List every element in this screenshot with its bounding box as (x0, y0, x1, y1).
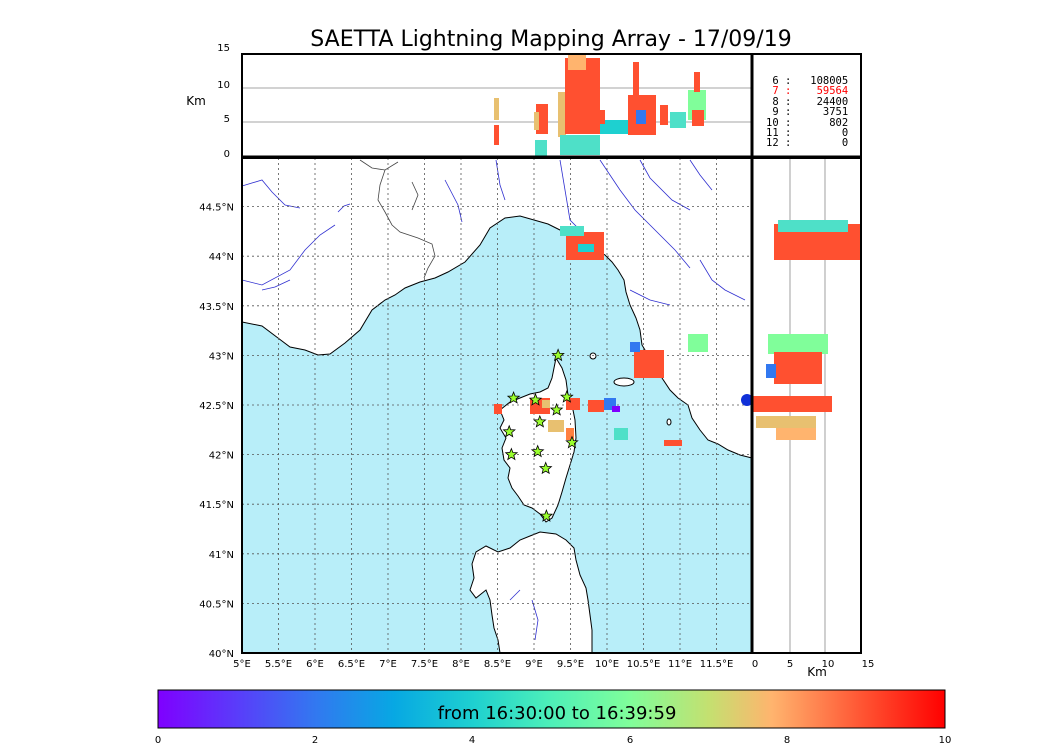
latitude-tick-labels: 44.5°N 44°N 43.5°N 43°N 42.5°N 42°N 41.5°N 41°N… (199, 203, 234, 660)
altitude-tick: 5 (224, 114, 230, 125)
colorbar-tick: 8 (784, 735, 790, 746)
longitude-label: 11°E (668, 659, 692, 670)
longitude-label: 11.5°E (700, 659, 734, 670)
side-panel-tick: 5 (787, 659, 793, 670)
side-panel-tick: 0 (752, 659, 758, 670)
time-colorbar: from 16:30:00 to 16:39:59 0 2 4 6 8 10 (155, 689, 952, 746)
lma-station-star (533, 414, 547, 428)
lma-station-star (539, 508, 554, 522)
lma-station-star (502, 424, 516, 438)
lma-station-star (504, 447, 519, 461)
lma-station-star (530, 444, 545, 458)
latitude-label: 42.5°N (199, 401, 234, 412)
colorbar-tick: 6 (627, 735, 633, 746)
legend-entry: 6 : 108005 (766, 75, 848, 87)
borders (359, 159, 436, 279)
longitude-label: 9.5°E (557, 659, 584, 670)
latitude-label: 43°N (209, 351, 234, 362)
legend-entry: 11 : 0 (766, 127, 848, 139)
lma-station-star (528, 392, 543, 406)
latitude-label: 41.5°N (199, 500, 234, 511)
colorbar-tick: 2 (312, 735, 318, 746)
altitude-count-legend: 6 : 108005 7 : 59564 8 : 24400 9 : 3751 … (766, 75, 848, 149)
longitude-label: 8°E (452, 659, 470, 670)
lma-station-star (538, 461, 553, 475)
longitude-label: 9°E (525, 659, 543, 670)
longitude-label: 10°E (595, 659, 619, 670)
rivers (242, 159, 746, 641)
altitude-scatter (494, 54, 706, 156)
side-panel-tick: 15 (862, 659, 875, 670)
longitude-label: 5.5°E (265, 659, 292, 670)
lma-station-star (506, 391, 521, 404)
altitude-tick: 0 (224, 149, 230, 160)
legend-entry: 12 : 0 (766, 137, 848, 149)
longitude-label: 7.5°E (411, 659, 438, 670)
elba-island (613, 377, 635, 387)
sardinia-island (469, 531, 593, 653)
latitude-label: 41°N (209, 550, 234, 561)
legend-entry: 9 : 3751 (766, 106, 848, 118)
longitude-label: 6°E (306, 659, 324, 670)
altitude-tick: 15 (217, 43, 230, 54)
longitude-label: 8.5°E (484, 659, 511, 670)
lma-station-star (549, 402, 564, 416)
side-panel-tick: 10 (822, 659, 835, 670)
longitude-tick-labels: 5°E 5.5°E 6°E 6.5°E 7°E 7.5°E 8°E 8.5°E 9°E 9.5°E… (233, 659, 733, 670)
latitude-label: 40.5°N (199, 599, 234, 610)
latitude-label: 43.5°N (199, 302, 234, 313)
altitude-tick: 10 (217, 80, 230, 91)
side-panel-axis-label: Km (807, 665, 827, 679)
lightning-sources (494, 226, 708, 446)
small-island (589, 352, 597, 360)
longitude-label: 5°E (233, 659, 251, 670)
lma-network-center-marker (741, 394, 753, 406)
colorbar-tick: 0 (155, 735, 161, 746)
longitude-label: 7°E (379, 659, 397, 670)
altitude-axis-label: Km (186, 94, 206, 108)
lma-station-star (551, 348, 565, 362)
map-panel (242, 158, 752, 653)
latitude-label: 42°N (209, 451, 234, 462)
legend-entry: 10 : 802 (766, 117, 848, 129)
small-island (666, 418, 672, 426)
figure-title: SAETTA Lightning Mapping Array - 17/09/1… (310, 27, 791, 52)
sea-area (242, 215, 752, 653)
colorbar-time-range: from 16:30:00 to 16:39:59 (438, 703, 677, 724)
longitude-label: 6.5°E (338, 659, 365, 670)
latitude-label: 44°N (209, 252, 234, 263)
latitude-label: 40°N (209, 649, 234, 660)
latitude-label: 44.5°N (199, 203, 234, 214)
lma-stations (502, 348, 579, 522)
longitude-label: 10.5°E (627, 659, 661, 670)
legend-entry: 8 : 24400 (766, 96, 848, 108)
colorbar-tick: 4 (469, 735, 475, 746)
legend-entry: 7 : 59564 (766, 85, 848, 97)
lma-station-star (565, 435, 579, 449)
lma-station-star (560, 390, 574, 403)
colorbar-tick: 10 (939, 735, 952, 746)
altitude-latitude-panel (741, 157, 862, 654)
